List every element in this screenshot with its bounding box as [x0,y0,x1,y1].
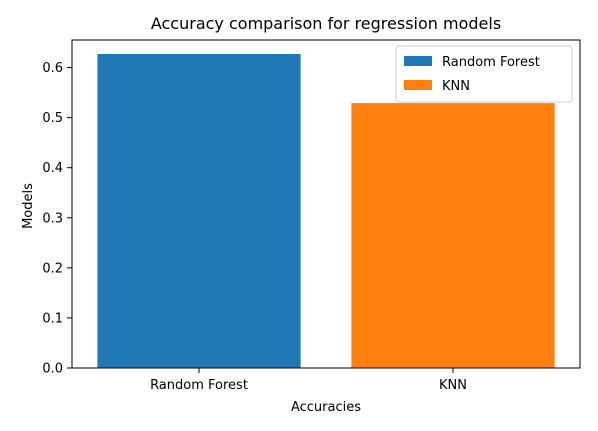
bar-0 [97,54,301,369]
x-tick-label: Random Forest [150,378,248,393]
x-tick-label: KNN [439,378,467,393]
y-tick-label: 0.3 [42,211,63,226]
y-tick-label: 0.1 [42,311,63,326]
x-axis-title: Accuracies [291,400,361,415]
chart-title: Accuracy comparison for regression model… [151,14,501,33]
plot-frame [71,39,581,369]
legend-label: Random Forest [442,55,540,70]
legend-frame [395,45,573,103]
plot-area: 0.0 0.1 0.2 0.3 0.4 0.5 0.6 Random Forest KNN [42,39,581,393]
x-axis-ticks: Random Forest KNN [150,368,467,393]
y-tick-label: 0.6 [42,61,63,76]
y-axis-ticks: 0.0 0.1 0.2 0.3 0.4 0.5 0.6 [42,61,72,377]
y-tick-label: 0.0 [42,362,63,377]
legend-swatch [404,56,432,66]
y-tick-label: 0.2 [42,261,63,276]
legend: Random Forest KNN [395,45,573,103]
legend-swatch [404,80,432,90]
legend-label: KNN [442,79,470,94]
bar-1 [351,103,555,368]
y-axis-title: Models [21,183,36,229]
y-tick-label: 0.4 [42,161,63,176]
bars [97,54,555,369]
y-tick-label: 0.5 [42,111,63,126]
